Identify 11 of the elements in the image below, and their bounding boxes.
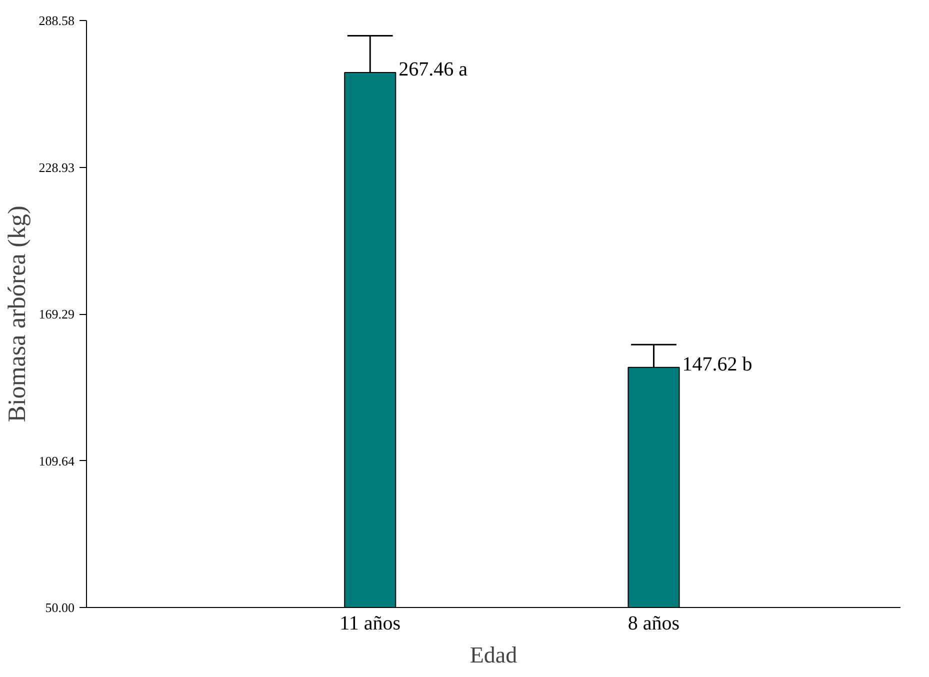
y-tick-label: 109.64	[38, 453, 75, 468]
y-axis-title: Biomasa arbórea (kg)	[4, 206, 31, 422]
y-tick-label: 288.58	[38, 13, 74, 28]
x-tick-label: 11 años	[340, 612, 401, 634]
x-tick-label: 8 años	[628, 612, 680, 634]
annotation: 267.46 a	[398, 58, 468, 80]
x-axis-title: Edad	[470, 642, 518, 668]
annotation: 147.62 b	[682, 353, 752, 376]
y-tick-label: 50.00	[45, 600, 74, 615]
y-tick-label: 228.93	[38, 160, 74, 175]
y-tick-label: 169.29	[38, 306, 74, 322]
